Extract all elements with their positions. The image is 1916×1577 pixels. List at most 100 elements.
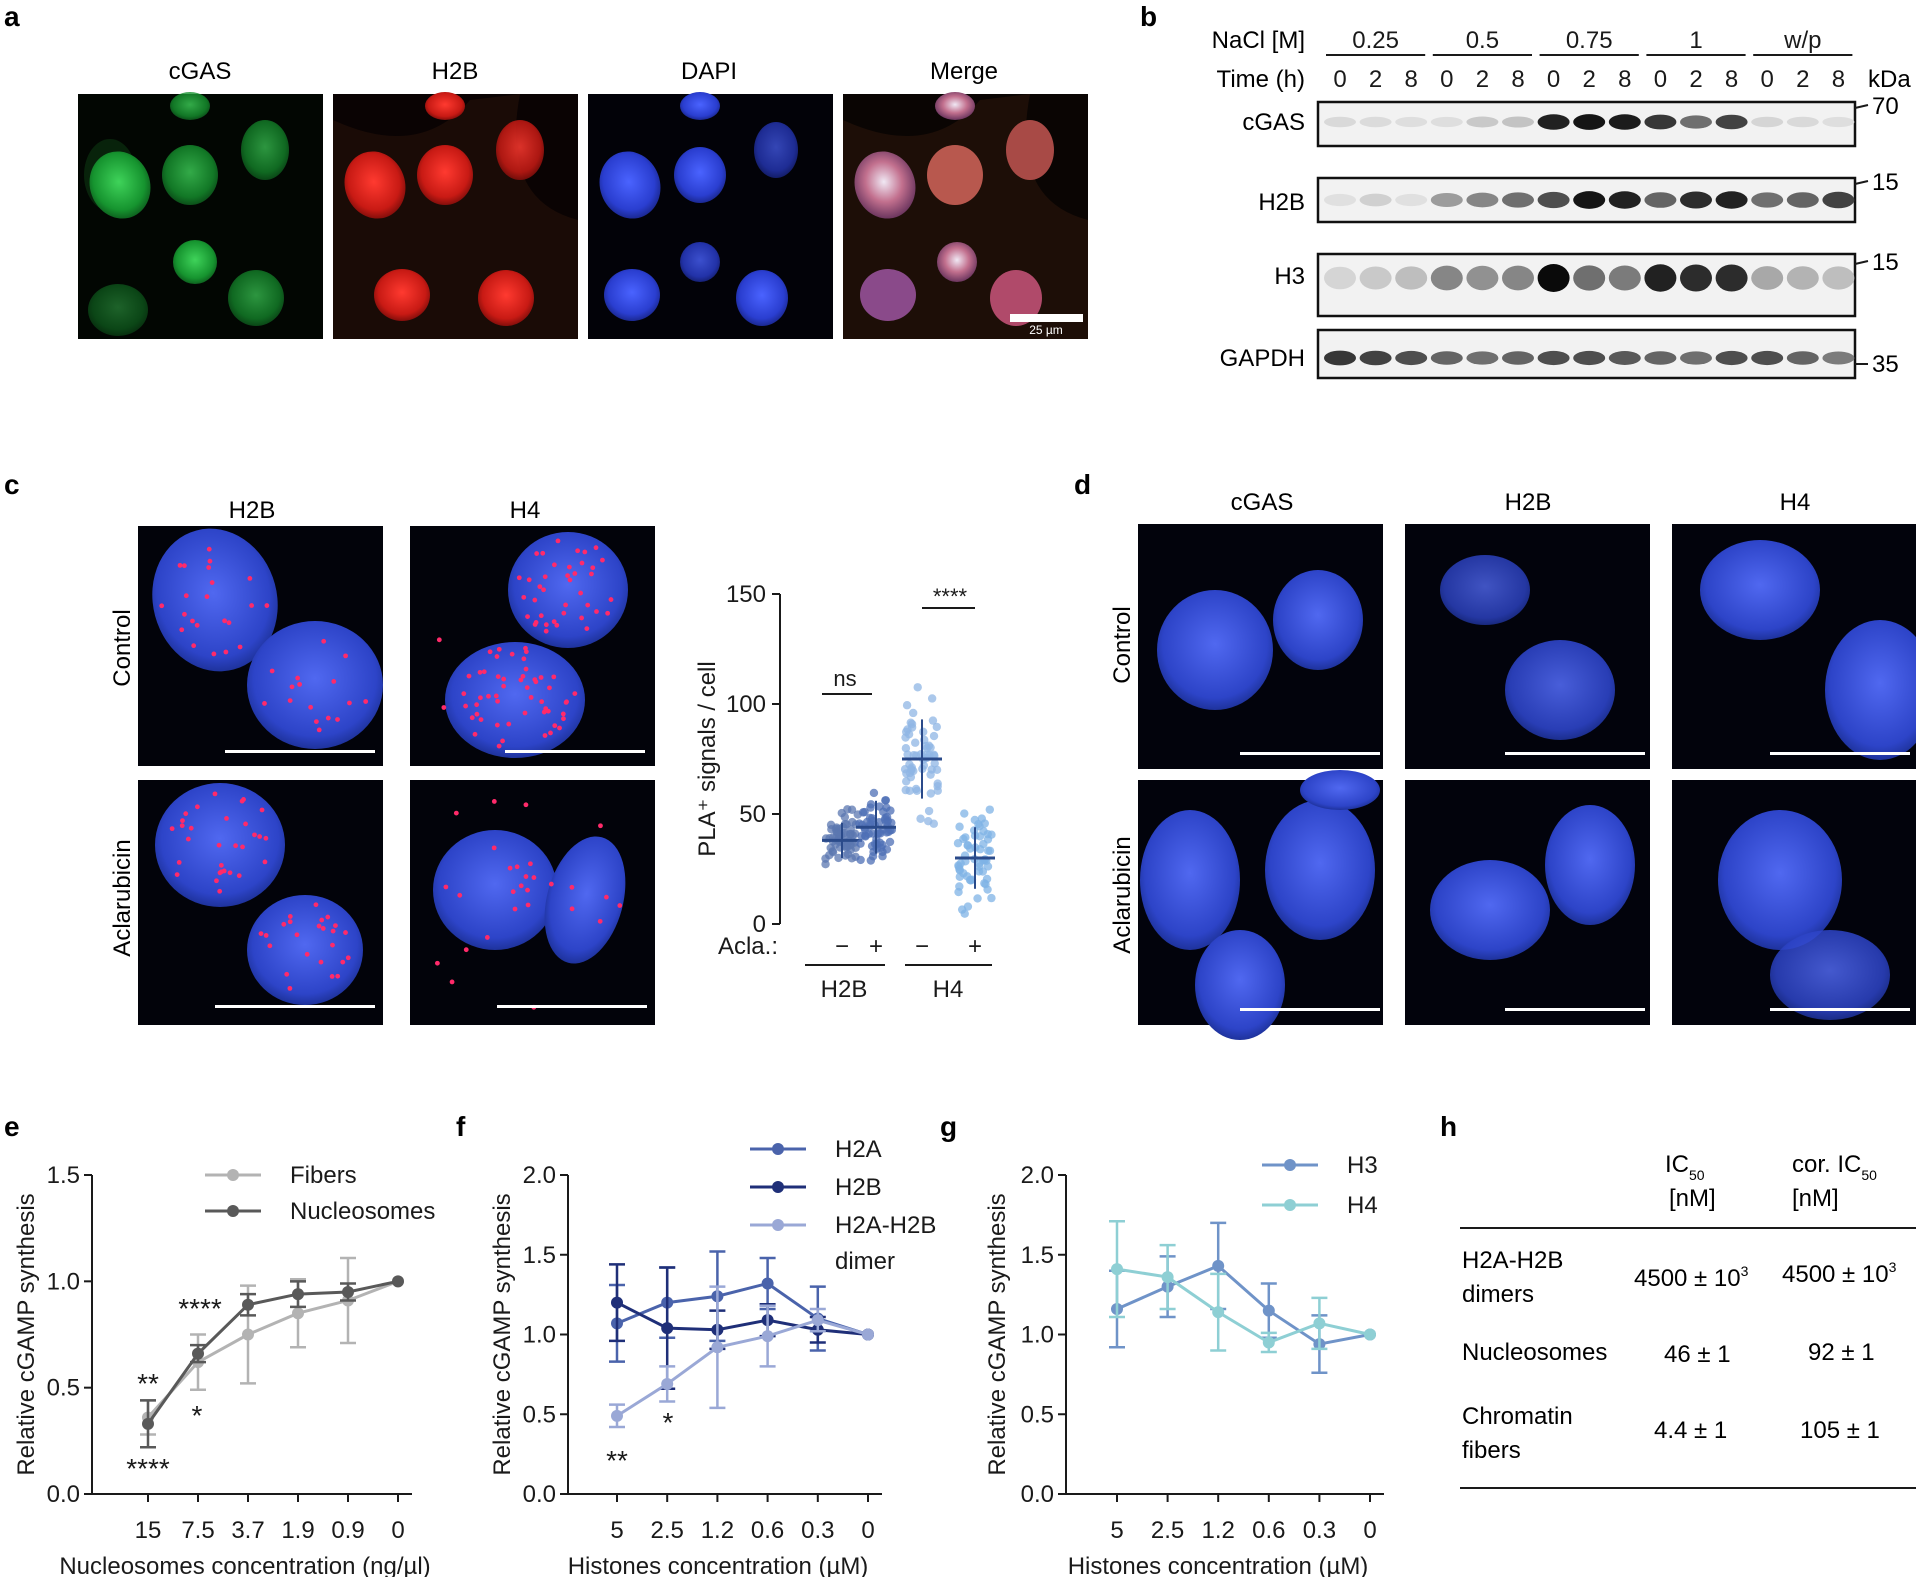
nacl-group-label: 0.75: [1566, 27, 1613, 54]
pla-dot: [493, 693, 499, 699]
pla-dot: [542, 733, 548, 738]
blot-band: [1466, 116, 1499, 128]
data-point: [825, 851, 834, 860]
pla-dot: [478, 695, 483, 701]
panel-letter-d: d: [1074, 469, 1091, 500]
pla-dot: [183, 593, 189, 599]
y-tick-label: 0.0: [47, 1481, 80, 1508]
blot-band: [1751, 116, 1784, 128]
data-point: [856, 855, 865, 865]
pla-dot: [532, 597, 538, 603]
pla-dot: [217, 870, 223, 876]
pla-dot: [593, 545, 599, 551]
pla-dot: [594, 609, 599, 614]
pla-dot: [534, 551, 540, 556]
blot-band: [1822, 191, 1855, 209]
time-label-lane: 0: [1547, 66, 1560, 93]
blot-band: [1395, 193, 1428, 207]
series-line: [616, 1301, 869, 1336]
data-point: [761, 1330, 774, 1343]
data-point: [886, 806, 895, 815]
data-point: [885, 837, 895, 847]
panel-c-col-h4: H4: [510, 497, 541, 524]
blot-cgas: [1316, 100, 1857, 148]
x-tick-label: 2.5: [1151, 1517, 1184, 1544]
pla-dot: [263, 835, 269, 841]
blot-band: [1822, 116, 1855, 128]
kda-label: kDa: [1868, 66, 1911, 93]
blot-band: [1680, 351, 1712, 365]
blot-band: [1537, 191, 1570, 209]
pla-dot: [533, 620, 539, 625]
control-image-h4-aclarubicin: [1672, 780, 1916, 1025]
pla-dot: [340, 959, 346, 965]
time-label-lane: 2: [1369, 66, 1382, 93]
pla-dot: [491, 799, 497, 804]
data-point: [879, 807, 888, 816]
data-point: [1313, 1317, 1326, 1330]
x-tick-label: 1.9: [281, 1517, 314, 1544]
pla-dot: [284, 971, 290, 977]
x-tick-label: 1.2: [1202, 1517, 1235, 1544]
data-point: [907, 719, 917, 729]
data-point: [841, 843, 851, 852]
series-line: [146, 1279, 399, 1425]
pla-image-h2b-aclarubicin: [138, 780, 383, 1025]
y-tick-label: 0: [753, 911, 766, 938]
pla-dot: [487, 649, 493, 655]
data-point: [761, 1277, 774, 1290]
data-point: [821, 859, 830, 869]
data-point: [933, 779, 942, 788]
group-label: H4: [933, 976, 964, 1003]
pla-dot: [461, 691, 467, 697]
pla-dot: [572, 691, 578, 697]
blot-band: [1430, 351, 1463, 365]
data-point: [1161, 1271, 1174, 1284]
blot-band: [1324, 116, 1356, 128]
pla-signal-dots: [262, 638, 369, 733]
pla-image-h4-aclarubicin: [410, 780, 655, 1025]
pla-dot: [345, 955, 351, 961]
pla-dot: [543, 622, 549, 628]
pla-dot: [257, 834, 263, 839]
significance-label: ****: [933, 584, 968, 609]
data-point: [929, 731, 939, 741]
pla-dot: [347, 700, 352, 706]
pla-dot: [589, 571, 594, 577]
pla-dot: [547, 685, 552, 691]
pla-dot: [227, 870, 233, 876]
ic50-table: IC50 [nM] cor. IC50 [nM] H2A-H2B dimers 4…: [1460, 1151, 1916, 1489]
blot-gapdh: [1316, 328, 1857, 380]
pla-dot: [518, 883, 524, 889]
panel-d-row-control: Control: [1109, 606, 1136, 683]
data-point: [884, 827, 893, 837]
pla-dot: [211, 651, 217, 657]
pla-dot: [523, 802, 529, 808]
blot-band: [1430, 116, 1463, 128]
pla-dot: [597, 918, 603, 924]
blot-lane-headers: 0.250 2 80.50 2 80.750 2 810 2 8w/p0 2 8: [1326, 27, 1853, 93]
y-axis-label: Relative cGAMP synthesis: [984, 1193, 1011, 1475]
table-header-cor-ic50: cor. IC50: [1792, 1151, 1877, 1183]
legend-marker: [772, 1181, 784, 1193]
x-tick-label: 0.6: [1252, 1517, 1285, 1544]
data-point: [611, 1409, 623, 1422]
pla-dot: [335, 717, 340, 722]
data-point: [242, 1298, 254, 1311]
pla-dot: [176, 860, 182, 865]
data-point: [966, 844, 975, 853]
pla-dot: [560, 711, 566, 717]
pla-dot: [466, 673, 472, 679]
x-tick-label: 0.6: [751, 1517, 784, 1544]
pla-dot: [185, 836, 191, 842]
data-point: [955, 866, 965, 875]
pla-dot: [605, 610, 611, 616]
panel-c-col-h2b: H2B: [229, 497, 276, 524]
pla-dot: [552, 723, 558, 729]
data-point: [855, 819, 864, 828]
pla-dot: [463, 703, 469, 709]
data-point: [1212, 1306, 1225, 1319]
time-label: Time (h): [1217, 66, 1305, 93]
significance-label: ****: [126, 1453, 170, 1484]
blot-band: [1324, 350, 1356, 366]
